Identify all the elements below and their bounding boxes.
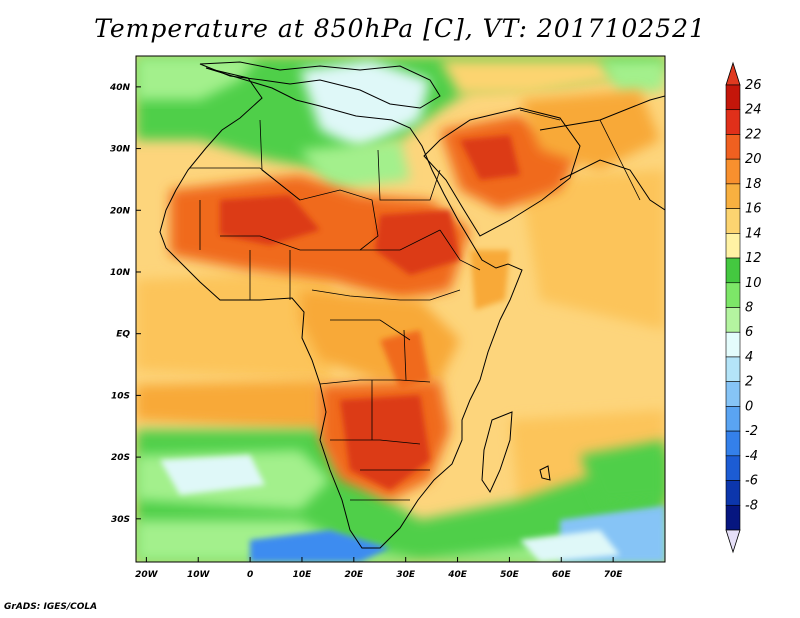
- colorbar-swatch: [725, 208, 741, 234]
- lon-tick-label: 30E: [396, 570, 416, 580]
- colorbar-swatch: [725, 430, 741, 457]
- colorbar-swatch: [725, 257, 741, 284]
- grads-credit: GrADS: IGES/COLA: [4, 602, 98, 612]
- lat-tick-label: 10N: [110, 268, 131, 278]
- colorbar-level-label: 8: [745, 301, 753, 316]
- colorbar-swatch: [725, 109, 741, 135]
- colorbar-swatch: [725, 84, 741, 111]
- colorbar-level-label: 4: [745, 350, 753, 365]
- map-frame: [135, 55, 666, 563]
- colorbar-swatch: [725, 504, 741, 531]
- colorbar-swatch: [725, 331, 741, 358]
- colorbar-swatch: [725, 183, 741, 209]
- lon-tick-label: 10W: [187, 570, 211, 580]
- colorbar-swatch: [725, 282, 741, 308]
- colorbar-level-label: -4: [745, 449, 758, 464]
- colorbar-level-label: 6: [745, 325, 753, 340]
- lat-tick-label: 20S: [111, 453, 130, 463]
- lon-tick-label: 20E: [344, 570, 364, 580]
- colorbar-swatch: [725, 406, 741, 432]
- colorbar-level-label: -8: [745, 498, 758, 513]
- colorbar-swatch: [725, 381, 741, 407]
- colorbar-swatch: [725, 356, 741, 382]
- country-borders: [190, 109, 641, 501]
- colorbar-swatch: [725, 233, 741, 259]
- colorbar-level-label: 16: [745, 202, 762, 217]
- colorbar-swatch: [725, 455, 741, 481]
- colorbar-swatch: [725, 158, 741, 185]
- colorbar-level-label: 0: [745, 399, 753, 414]
- lon-tick-label: 0: [247, 570, 253, 580]
- latitude-ticks: 40N 30N 20N 10N EQ 10S 20S 30S: [109, 83, 141, 525]
- colorbar-level-label: 18: [745, 177, 762, 192]
- colorbar-level-label: 22: [745, 127, 762, 142]
- longitude-ticks: 20W 10W 0 10E 20E 30E 40E 50E 60E 70E: [135, 557, 623, 580]
- colorbar-level-label: 14: [745, 226, 762, 241]
- lat-tick-label: 40N: [109, 83, 131, 93]
- lon-tick-label: 40E: [447, 570, 468, 580]
- colorbar-level-label: 24: [745, 103, 762, 118]
- colorbar-level-label: -2: [745, 424, 758, 439]
- colorbar-level-label: 12: [745, 251, 762, 266]
- colorbar-swatch: [725, 480, 741, 506]
- colorbar-level-label: 2: [745, 375, 753, 390]
- temperature-field: [136, 56, 665, 562]
- colorbar-swatch: [725, 134, 741, 160]
- colorbar-level-label: 20: [745, 152, 762, 167]
- lon-tick-label: 50E: [500, 570, 520, 580]
- lat-tick-label: 20N: [110, 206, 131, 216]
- lon-tick-label: 60E: [552, 570, 572, 580]
- colorbar-level-label: -6: [745, 474, 758, 489]
- colorbar-level-label: 10: [745, 276, 762, 291]
- coastlines: [159, 61, 665, 549]
- colorbar-swatch: [725, 307, 741, 333]
- colorbar-level-label: 26: [745, 78, 762, 93]
- lon-tick-label: 10E: [293, 570, 313, 580]
- lat-tick-label: EQ: [116, 330, 130, 340]
- lat-tick-label: 10S: [111, 391, 130, 401]
- lon-tick-label: 70E: [604, 570, 624, 580]
- lon-tick-label: 20W: [135, 570, 159, 580]
- colorbar-top-arrow: [725, 61, 741, 86]
- map-title: Temperature at 850hPa [C], VT: 201710252…: [94, 14, 706, 43]
- colorbar-bottom-arrow: [725, 529, 741, 554]
- lat-tick-label: 30N: [110, 145, 131, 155]
- lat-tick-label: 30S: [111, 515, 130, 525]
